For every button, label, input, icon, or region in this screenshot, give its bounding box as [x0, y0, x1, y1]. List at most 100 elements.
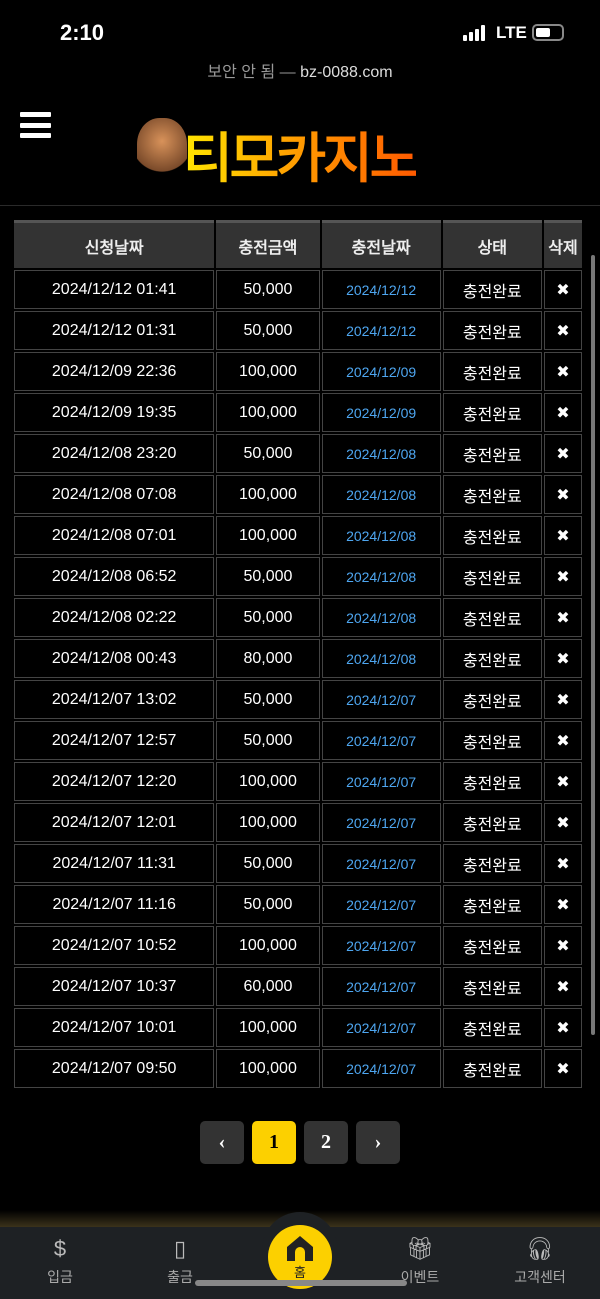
nav-label: 입금 — [47, 1269, 73, 1285]
status-cell: 충전완료 — [442, 885, 542, 924]
amount-cell: 50,000 — [216, 680, 320, 719]
delete-button[interactable]: ✖ — [543, 680, 582, 719]
address-bar[interactable]: 보안 안 됨 — bz-0088.com — [0, 58, 600, 82]
charge-date-cell: 2024/12/08 — [321, 557, 441, 596]
amount-cell: 50,000 — [216, 311, 320, 350]
request-date-cell: 2024/12/07 12:01 — [14, 803, 215, 842]
table-row: 2024/12/07 10:01 100,000 2024/12/07 충전완료 ✖ — [14, 1008, 582, 1047]
column-header: 충전금액 — [216, 220, 320, 268]
amount-cell: 50,000 — [216, 434, 320, 473]
atm-icon: ▯ — [173, 1236, 187, 1261]
charge-date-cell: 2024/12/07 — [321, 1049, 441, 1088]
amount-cell: 100,000 — [216, 516, 320, 555]
delete-button[interactable]: ✖ — [543, 721, 582, 760]
table-row: 2024/12/12 01:41 50,000 2024/12/12 충전완료 ✖ — [14, 270, 582, 309]
prev-page-button[interactable]: ‹ — [200, 1121, 244, 1164]
request-date-cell: 2024/12/07 11:16 — [14, 885, 215, 924]
delete-button[interactable]: ✖ — [543, 885, 582, 924]
pagination: ‹ 1 2 › — [200, 1121, 400, 1164]
nav-deposit[interactable]: $ 입금 — [0, 1227, 120, 1299]
delete-button[interactable]: ✖ — [543, 352, 582, 391]
delete-button[interactable]: ✖ — [543, 434, 582, 473]
delete-button[interactable]: ✖ — [543, 926, 582, 965]
amount-cell: 100,000 — [216, 762, 320, 801]
delete-button[interactable]: ✖ — [543, 516, 582, 555]
delete-button[interactable]: ✖ — [543, 844, 582, 883]
table-row: 2024/12/12 01:31 50,000 2024/12/12 충전완료 ✖ — [14, 311, 582, 350]
delete-button[interactable]: ✖ — [543, 762, 582, 801]
status-cell: 충전완료 — [442, 352, 542, 391]
amount-cell: 100,000 — [216, 475, 320, 514]
delete-button[interactable]: ✖ — [543, 1008, 582, 1047]
status-cell: 충전완료 — [442, 639, 542, 678]
amount-cell: 100,000 — [216, 1008, 320, 1047]
delete-button[interactable]: ✖ — [543, 393, 582, 432]
delete-button[interactable]: ✖ — [543, 639, 582, 678]
amount-cell: 50,000 — [216, 885, 320, 924]
delete-button[interactable]: ✖ — [543, 311, 582, 350]
table-row: 2024/12/07 11:31 50,000 2024/12/07 충전완료 ✖ — [14, 844, 582, 883]
request-date-cell: 2024/12/07 12:20 — [14, 762, 215, 801]
headset-icon: 🎧︎ — [526, 1236, 554, 1261]
amount-cell: 100,000 — [216, 1049, 320, 1088]
nav-withdraw[interactable]: ▯ 출금 — [120, 1227, 240, 1299]
charge-date-cell: 2024/12/07 — [321, 721, 441, 760]
column-header: 삭제 — [543, 220, 582, 268]
next-page-button[interactable]: › — [356, 1121, 400, 1164]
status-cell: 충전완료 — [442, 557, 542, 596]
delete-button[interactable]: ✖ — [543, 475, 582, 514]
clock: 2:10 — [60, 20, 105, 45]
charge-date-cell: 2024/12/07 — [321, 885, 441, 924]
charge-date-cell: 2024/12/08 — [321, 434, 441, 473]
table-row: 2024/12/08 07:08 100,000 2024/12/08 충전완료 ✖ — [14, 475, 582, 514]
charge-date-cell: 2024/12/07 — [321, 762, 441, 801]
charge-date-cell: 2024/12/07 — [321, 680, 441, 719]
request-date-cell: 2024/12/09 19:35 — [14, 393, 215, 432]
status-cell: 충전완료 — [442, 926, 542, 965]
nav-event[interactable]: 🎁︎ 이벤트 — [360, 1227, 480, 1299]
logo[interactable]: 티모카지노 — [133, 112, 458, 190]
request-date-cell: 2024/12/09 22:36 — [14, 352, 215, 391]
amount-cell: 50,000 — [216, 270, 320, 309]
table-row: 2024/12/09 22:36 100,000 2024/12/09 충전완료 ✖ — [14, 352, 582, 391]
table-row: 2024/12/07 12:01 100,000 2024/12/07 충전완료 ✖ — [14, 803, 582, 842]
table-row: 2024/12/07 12:57 50,000 2024/12/07 충전완료 ✖ — [14, 721, 582, 760]
battery-icon — [532, 24, 564, 41]
amount-cell: 60,000 — [216, 967, 320, 1006]
charge-date-cell: 2024/12/09 — [321, 393, 441, 432]
menu-icon[interactable] — [20, 112, 51, 138]
request-date-cell: 2024/12/08 02:22 — [14, 598, 215, 637]
mascot-image — [137, 118, 187, 176]
scrollbar[interactable] — [591, 255, 595, 1035]
charge-date-cell: 2024/12/07 — [321, 844, 441, 883]
delete-button[interactable]: ✖ — [543, 598, 582, 637]
nav-label: 홈 — [294, 1264, 306, 1280]
charge-date-cell: 2024/12/08 — [321, 639, 441, 678]
delete-button[interactable]: ✖ — [543, 270, 582, 309]
divider — [0, 205, 600, 206]
delete-button[interactable]: ✖ — [543, 803, 582, 842]
table-row: 2024/12/08 00:43 80,000 2024/12/08 충전완료 ✖ — [14, 639, 582, 678]
column-header: 신청날짜 — [14, 220, 215, 268]
delete-button[interactable]: ✖ — [543, 557, 582, 596]
request-date-cell: 2024/12/12 01:41 — [14, 270, 215, 309]
nav-support[interactable]: 🎧︎ 고객센터 — [480, 1227, 600, 1299]
delete-button[interactable]: ✖ — [543, 967, 582, 1006]
request-date-cell: 2024/12/07 13:02 — [14, 680, 215, 719]
page-2-button[interactable]: 2 — [304, 1121, 348, 1164]
request-date-cell: 2024/12/07 11:31 — [14, 844, 215, 883]
network-type: LTE — [496, 23, 527, 42]
table-row: 2024/12/07 11:16 50,000 2024/12/07 충전완료 ✖ — [14, 885, 582, 924]
request-date-cell: 2024/12/07 10:37 — [14, 967, 215, 1006]
table-row: 2024/12/08 02:22 50,000 2024/12/08 충전완료 ✖ — [14, 598, 582, 637]
amount-cell: 50,000 — [216, 721, 320, 760]
charge-date-cell: 2024/12/08 — [321, 598, 441, 637]
nav-label: 출금 — [167, 1269, 193, 1285]
page-1-button[interactable]: 1 — [252, 1121, 296, 1164]
amount-cell: 50,000 — [216, 844, 320, 883]
status-cell: 충전완료 — [442, 393, 542, 432]
column-header: 충전날짜 — [321, 220, 441, 268]
delete-button[interactable]: ✖ — [543, 1049, 582, 1088]
status-cell: 충전완료 — [442, 475, 542, 514]
nav-home[interactable]: 홈 — [268, 1225, 332, 1289]
